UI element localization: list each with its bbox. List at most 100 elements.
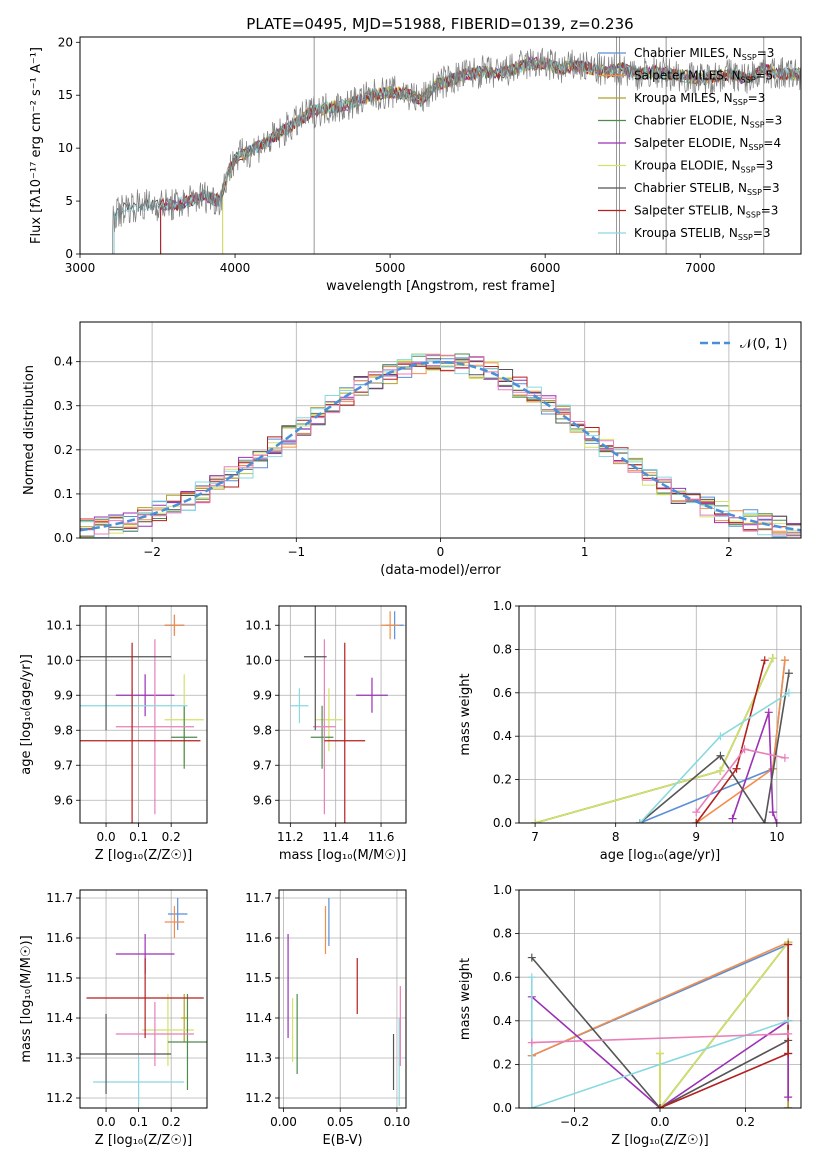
model-spectrum-line — [160, 56, 801, 254]
x-tick-label: 6000 — [530, 261, 561, 275]
mass-weight-marker — [784, 688, 793, 697]
mass-weight-line — [534, 657, 774, 823]
data-spectrum-line — [112, 47, 801, 254]
mass-weight-marker — [732, 764, 741, 773]
x-axis-label: Z [log₁₀(Z/Z☉)] — [95, 1133, 192, 1148]
mass-weight-line — [531, 1033, 789, 1044]
legend-suffix: =5 — [756, 69, 774, 83]
x-tick-label: 0.2 — [736, 1115, 755, 1129]
y-axis-label: mass weight — [458, 673, 473, 755]
x-tick-label: −2 — [143, 545, 161, 559]
mass-weight-marker — [760, 656, 769, 665]
y-axis-label: Normed distribution — [22, 365, 37, 495]
error-bar-point — [141, 994, 194, 1066]
mass-weight-line — [659, 941, 789, 1108]
plot-area-weight_vs_age — [531, 654, 793, 823]
legend-label: Chabrier STELIB, NSSP=3 — [634, 181, 780, 197]
error-bar-point — [310, 705, 334, 769]
mass-weight-marker — [656, 1104, 664, 1108]
y-tick-label: 9.8 — [54, 723, 73, 737]
error-bar-point — [80, 642, 201, 823]
y-tick-label: 0.0 — [54, 531, 73, 545]
y-tick-label: 0.1 — [54, 487, 73, 501]
mass-weight-marker — [740, 745, 749, 754]
model-spectrum-line — [222, 56, 801, 254]
error-bar-point — [167, 898, 188, 930]
legend-label: Chabrier MILES, NSSP=3 — [634, 46, 774, 62]
axes-spectrum: 3000 4000 5000 6000 7000 0 5 10 15 20 wavelength [… — [29, 35, 802, 294]
y-tick-label: 5 — [65, 194, 73, 208]
y-tick-label: 1.0 — [493, 599, 512, 613]
mass-weight-marker — [784, 1016, 793, 1025]
x-tick-label: 7000 — [685, 261, 716, 275]
y-tick-label: 0.0 — [493, 816, 512, 830]
y-tick-label: 0.0 — [493, 1101, 512, 1115]
error-bar-point — [115, 639, 194, 815]
mass-weight-marker — [692, 808, 701, 817]
plot-area-mass_vs_Z — [80, 898, 207, 1106]
model-spectrum-line — [113, 56, 801, 254]
model-spectrum-line — [160, 58, 801, 254]
x-tick-label: 7 — [531, 830, 539, 844]
y-tick-label: 0.8 — [493, 642, 512, 656]
x-tick-label: 0.00 — [270, 1115, 297, 1129]
plot-area-age_vs_Z — [80, 606, 204, 823]
x-tick-label: 0.1 — [129, 1115, 148, 1129]
plot-area-residuals — [80, 353, 801, 538]
error-bar-point — [164, 614, 185, 636]
mass-weight-marker — [760, 819, 769, 823]
axes-weight_vs_age: 7 8 9 10 0.0 0.2 0.4 0.6 0.8 1.0 age [log₁₀(age/yr… — [458, 599, 802, 863]
model-spectrum-line — [113, 56, 801, 254]
y-tick-label: 0.8 — [493, 927, 512, 941]
y-tick-label: 9.9 — [54, 688, 73, 702]
mass-weight-marker — [716, 766, 725, 775]
y-axis-label: mass weight — [458, 958, 473, 1040]
error-bar-point — [290, 688, 309, 724]
x-axis-label: age [log₁₀(age/yr)] — [600, 848, 721, 863]
mass-weight-line — [534, 657, 774, 823]
y-tick-label: 11.2 — [245, 1091, 272, 1105]
grid-mass_vs_ebv — [279, 890, 406, 1108]
legend-label: 𝒩(0, 1) — [740, 337, 787, 352]
mass-weight-marker — [784, 1049, 793, 1058]
x-axis-label: (data-model)/error — [380, 563, 501, 578]
axes-frame — [518, 889, 802, 1109]
error-bar-point — [180, 994, 188, 1042]
error-bar-point — [115, 1002, 194, 1066]
legend-label: Salpeter MILES, NSSP=5 — [634, 69, 773, 85]
x-tick-label: 0 — [437, 545, 445, 559]
grid-weight_vs_age — [519, 605, 801, 824]
axes-frame — [79, 36, 802, 255]
x-tick-label: 11.4 — [322, 830, 349, 844]
legend-label: Kroupa MILES, NSSP=3 — [634, 91, 765, 107]
x-tick-label: 8 — [612, 830, 620, 844]
error-bar-point — [171, 705, 198, 769]
y-tick-label: 9.8 — [253, 723, 272, 737]
legend-label: Chabrier ELODIE, NSSP=3 — [634, 114, 782, 130]
mass-weight-marker — [768, 808, 777, 817]
axes-frame — [79, 889, 208, 1109]
x-tick-label: 9 — [692, 830, 700, 844]
legend-suffix: =3 — [753, 226, 771, 240]
axes-mass_vs_ebv: 0.00 0.05 0.10 11.2 11.3 11.4 11.5 11.6 11.7 E(B-… — [245, 889, 410, 1148]
y-tick-label: 0.4 — [54, 355, 73, 369]
legend-suffix: =3 — [761, 204, 779, 218]
error-bar-point — [381, 611, 400, 640]
error-bar-point — [167, 994, 207, 1090]
legend-suffix: =3 — [757, 46, 775, 60]
mass-weight-marker — [772, 819, 781, 823]
mass-weight-line — [531, 996, 789, 1108]
legend-sub: SSP — [741, 166, 756, 175]
axes-age_vs_mass: 11.2 11.4 11.6 9.6 9.7 9.8 9.9 10.0 10.1 mass [lo… — [245, 605, 407, 863]
y-tick-label: 10.1 — [46, 618, 73, 632]
y-tick-label: 11.5 — [46, 971, 73, 985]
y-tick-label: 11.2 — [46, 1091, 73, 1105]
mass-weight-marker — [527, 1104, 536, 1108]
mass-weight-marker — [527, 973, 536, 982]
mass-weight-line — [534, 657, 774, 823]
legend-label: Kroupa ELODIE, NSSP=3 — [634, 159, 773, 175]
y-tick-label: 1.0 — [493, 883, 512, 897]
legend-sub: SSP — [733, 98, 748, 107]
mass-weight-marker — [531, 819, 540, 823]
mass-weight-marker — [527, 953, 536, 962]
